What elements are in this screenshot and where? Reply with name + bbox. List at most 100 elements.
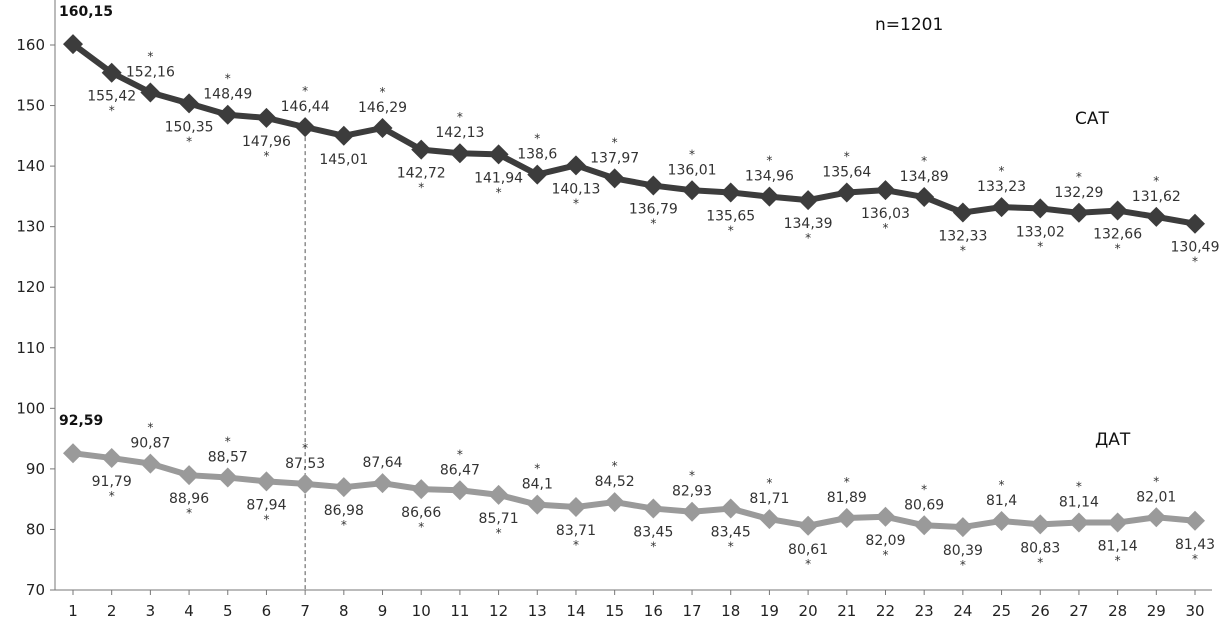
significance-star: * (1037, 555, 1043, 569)
data-point-marker (875, 506, 896, 527)
significance-star: * (302, 84, 308, 98)
y-tick-label: 150 (16, 97, 45, 115)
data-label: 82,93 (672, 484, 712, 500)
data-label: 80,61 (788, 542, 828, 558)
data-point-marker (256, 471, 277, 492)
y-tick-label: 160 (16, 36, 45, 54)
significance-star: * (921, 482, 927, 496)
significance-star: * (457, 447, 463, 461)
data-point-marker (333, 125, 354, 146)
x-tick-label: 19 (760, 602, 779, 620)
significance-star: * (1153, 174, 1159, 188)
data-label: 134,89 (900, 169, 949, 185)
data-point-marker (1030, 198, 1051, 219)
significance-star: * (302, 441, 308, 455)
data-point-marker (565, 496, 586, 517)
data-label: 81,43 (1175, 537, 1215, 553)
x-tick-label: 5 (223, 602, 233, 620)
data-point-marker (140, 453, 161, 474)
data-label: 90,87 (130, 436, 170, 452)
data-label: 86,47 (440, 462, 480, 478)
data-label: 136,03 (861, 206, 910, 222)
significance-star: * (766, 154, 772, 168)
data-point-marker (798, 515, 819, 536)
significance-star: * (882, 221, 888, 235)
data-label: 132,33 (938, 229, 987, 245)
data-point-marker (1068, 202, 1089, 223)
y-tick-label: 90 (26, 460, 45, 478)
data-label: 146,29 (358, 100, 407, 116)
significance-star: * (612, 135, 618, 149)
data-label: 152,16 (126, 64, 175, 80)
data-point-marker (798, 190, 819, 211)
data-point-marker (101, 448, 122, 469)
x-tick-label: 7 (300, 602, 310, 620)
significance-star: * (921, 154, 927, 168)
data-label: 142,72 (397, 166, 446, 182)
data-label: 133,23 (977, 179, 1026, 195)
data-point-marker (1185, 213, 1205, 234)
data-label: 81,89 (827, 490, 867, 506)
data-point-marker (411, 479, 432, 500)
data-label: 132,66 (1093, 227, 1142, 243)
data-label: 92,59 (59, 413, 103, 429)
significance-star: * (263, 149, 269, 163)
x-tick-label: 16 (644, 602, 663, 620)
data-label: 141,94 (474, 170, 523, 186)
data-point-marker (179, 93, 200, 114)
y-tick-label: 100 (16, 399, 45, 417)
data-point-marker (643, 175, 664, 196)
data-point-marker (140, 82, 161, 103)
data-label: 83,45 (633, 525, 673, 541)
data-point-marker (411, 139, 432, 160)
significance-star: * (728, 223, 734, 237)
significance-star: * (1115, 554, 1121, 568)
y-tick-label: 120 (16, 278, 45, 296)
data-point-marker (643, 498, 664, 519)
data-label: 84,52 (595, 474, 635, 490)
data-label: 130,49 (1171, 240, 1220, 256)
significance-star: * (496, 526, 502, 540)
x-tick-label: 20 (799, 602, 818, 620)
data-point-marker (1107, 200, 1128, 221)
data-point-marker (372, 473, 393, 494)
data-label: 81,4 (986, 493, 1017, 509)
data-point-marker (1146, 206, 1167, 227)
significance-star: * (534, 462, 540, 476)
x-tick-label: 27 (1069, 602, 1088, 620)
data-label: 138,6 (517, 147, 557, 163)
data-label: 131,62 (1132, 189, 1181, 205)
significance-star: * (496, 185, 502, 199)
series-name-label: ДАТ (1095, 430, 1131, 450)
significance-star: * (1192, 255, 1198, 269)
significance-star: * (999, 478, 1005, 492)
data-label: 87,64 (362, 455, 402, 471)
sample-size-label: n=1201 (875, 15, 943, 35)
data-label: 82,09 (865, 533, 905, 549)
data-point-marker (682, 501, 703, 522)
data-point-marker (991, 197, 1012, 218)
data-label: 150,35 (165, 119, 214, 135)
y-tick-label: 140 (16, 157, 45, 175)
data-point-marker (488, 484, 509, 505)
significance-star: * (960, 244, 966, 258)
data-point-marker (836, 507, 857, 528)
data-label: 80,83 (1020, 540, 1060, 556)
x-tick-label: 17 (682, 602, 701, 620)
significance-star: * (689, 469, 695, 483)
x-tick-label: 14 (566, 602, 585, 620)
data-label: 91,79 (92, 474, 132, 490)
data-label: 80,39 (943, 543, 983, 559)
significance-star: * (1076, 480, 1082, 494)
x-tick-label: 4 (184, 602, 194, 620)
significance-star: * (573, 538, 579, 552)
data-label: 135,65 (706, 208, 755, 224)
data-point-marker (1030, 514, 1051, 535)
data-point-marker (449, 143, 470, 164)
data-point-marker (101, 62, 122, 83)
x-tick-label: 1 (68, 602, 78, 620)
significance-star: * (418, 181, 424, 195)
data-label: 86,66 (401, 505, 441, 521)
